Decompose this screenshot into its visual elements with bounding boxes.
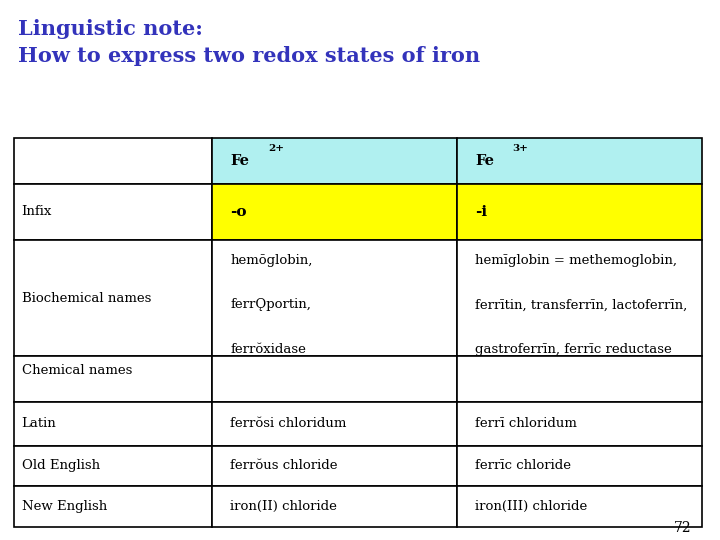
Text: ferrītin, transferrīn, lactoferrīn,: ferrītin, transferrīn, lactoferrīn, [475, 298, 688, 312]
Text: iron(II) chloride: iron(II) chloride [230, 500, 337, 513]
Bar [14, 184, 212, 240]
Text: Biochemical names: Biochemical names [22, 292, 151, 305]
Text: hemīglobin = methemoglobin,: hemīglobin = methemoglobin, [475, 254, 678, 267]
Bar [457, 138, 702, 184]
Text: -o: -o [230, 205, 247, 219]
Bar [212, 184, 457, 240]
Bar [14, 356, 212, 402]
Text: ferrī chloridum: ferrī chloridum [475, 417, 577, 430]
Text: Chemical names: Chemical names [22, 364, 132, 377]
Bar [212, 138, 457, 184]
Text: Linguistic note:: Linguistic note: [18, 19, 203, 39]
Text: gastroferrīn, ferrīc reductase: gastroferrīn, ferrīc reductase [475, 343, 672, 356]
Bar [212, 486, 457, 526]
Text: iron(III) chloride: iron(III) chloride [475, 500, 588, 513]
Text: ferrǪportin,: ferrǪportin, [230, 298, 311, 312]
Text: 3+: 3+ [513, 144, 528, 153]
Text: Latin: Latin [22, 417, 56, 430]
Text: -i: -i [475, 205, 487, 219]
Text: 2+: 2+ [268, 144, 284, 153]
Bar [457, 356, 702, 402]
Text: ferrīc chloride: ferrīc chloride [475, 459, 571, 472]
Bar [457, 446, 702, 486]
Text: ferrŏus chloride: ferrŏus chloride [230, 459, 338, 472]
Text: ferrŏxidase: ferrŏxidase [230, 343, 306, 356]
Bar [212, 356, 457, 402]
Bar [457, 184, 702, 240]
Bar [457, 486, 702, 526]
Bar [14, 240, 212, 356]
Text: ferrŏsi chloridum: ferrŏsi chloridum [230, 417, 347, 430]
Bar [457, 402, 702, 446]
Bar [14, 138, 212, 184]
Text: How to express two redox states of iron: How to express two redox states of iron [18, 46, 480, 66]
Text: Fe: Fe [475, 154, 494, 167]
Bar [14, 402, 212, 446]
Bar [14, 446, 212, 486]
Text: 72: 72 [674, 521, 691, 535]
Bar [14, 486, 212, 526]
Text: hemōglobin,: hemōglobin, [230, 254, 312, 267]
Bar [457, 240, 702, 356]
Bar [212, 446, 457, 486]
Bar [212, 402, 457, 446]
Text: Old English: Old English [22, 459, 100, 472]
Text: New English: New English [22, 500, 107, 513]
Bar [212, 240, 457, 356]
Text: Fe: Fe [230, 154, 249, 167]
Text: Infix: Infix [22, 205, 52, 219]
